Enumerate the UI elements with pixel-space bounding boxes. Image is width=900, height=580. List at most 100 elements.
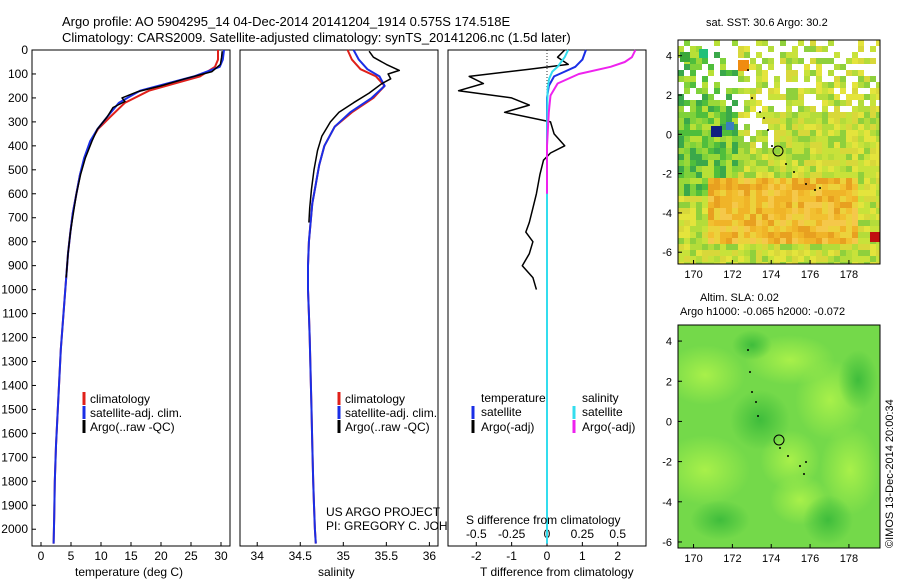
sst-cell: [714, 178, 720, 184]
sst-cell: [816, 148, 822, 154]
sst-cell: [708, 154, 714, 160]
sst-cell: [852, 232, 858, 238]
sst-cell: [684, 112, 690, 118]
sst-cell: [684, 220, 690, 226]
sst-cell: [702, 118, 708, 124]
sst-cell: [732, 178, 738, 184]
sst-cell: [690, 130, 696, 136]
sst-cell: [810, 232, 816, 238]
sst-cell: [720, 112, 726, 118]
sst-cell: [762, 262, 768, 264]
sst-cell: [768, 226, 774, 232]
sst-cell: [702, 124, 708, 130]
sst-cell: [738, 244, 744, 250]
sst-cell: [762, 250, 768, 256]
sst-cell: [714, 202, 720, 208]
sst-cell: [768, 172, 774, 178]
sst-cell: [732, 160, 738, 166]
sst-cell: [702, 148, 708, 154]
sst-cell: [762, 196, 768, 202]
sst-cell: [690, 220, 696, 226]
sst-cell: [852, 256, 858, 262]
sst-cell: [684, 136, 690, 142]
sst-cell: [846, 70, 852, 76]
sst-cell: [810, 196, 816, 202]
sst-cell: [708, 220, 714, 226]
sst-cell: [792, 232, 798, 238]
sst-cell: [846, 58, 852, 64]
sst-cell: [750, 172, 756, 178]
legend-s-satellite: satellite: [582, 405, 623, 419]
sst-cell: [822, 226, 828, 232]
sst-cell: [792, 178, 798, 184]
sst-cell: [690, 166, 696, 172]
sst-cell: [714, 220, 720, 226]
sst-cell: [792, 262, 798, 264]
sst-cell: [792, 166, 798, 172]
sst-cell: [852, 88, 858, 94]
sst-cell: [816, 190, 822, 196]
sst-cell: [714, 88, 720, 94]
sst-cell: [768, 46, 774, 52]
sst-cell: [870, 262, 876, 264]
depth-tick-label: 1000: [1, 283, 28, 297]
lon-tick-label: 174: [762, 553, 780, 565]
sst-cell: [846, 94, 852, 100]
watermark: ©IMOS 13-Dec-2014 20:00:34: [884, 399, 896, 548]
sst-cell: [768, 196, 774, 202]
sst-cell: [792, 244, 798, 250]
sst-cell: [726, 226, 732, 232]
sst-cell: [816, 208, 822, 214]
sst-cell: [738, 190, 744, 196]
sst-cell: [858, 178, 864, 184]
sst-cell: [804, 46, 810, 52]
x-tick-label: 30: [214, 549, 228, 563]
sst-cell: [708, 250, 714, 256]
sst-cell: [714, 214, 720, 220]
sst-cell: [804, 232, 810, 238]
sst-cell: [876, 166, 880, 172]
sst-cell: [792, 124, 798, 130]
sst-cell: [744, 76, 750, 82]
sst-cell: [822, 172, 828, 178]
sst-cell: [756, 52, 762, 58]
sst-cell: [840, 130, 846, 136]
sst-cell: [720, 196, 726, 202]
sst-cell: [822, 214, 828, 220]
sst-cell: [852, 154, 858, 160]
sst-cell: [708, 226, 714, 232]
sst-cell: [702, 112, 708, 118]
sst-cell: [876, 256, 880, 262]
sst-cell: [684, 82, 690, 88]
salinity-panel: 34 34.5 35 35.5 36 salinity climatology sate…: [239, 49, 482, 579]
sst-cell: [768, 58, 774, 64]
sst-cell: [810, 166, 816, 172]
sst-cell: [720, 190, 726, 196]
sst-cell: [768, 124, 774, 130]
sst-cell: [780, 160, 786, 166]
sst-cell: [858, 142, 864, 148]
sst-cell: [870, 148, 876, 154]
sst-cell: [786, 226, 792, 232]
sst-cell: [828, 190, 834, 196]
sst-cell: [696, 190, 702, 196]
sst-cell: [768, 118, 774, 124]
sst-cell: [852, 208, 858, 214]
sst-cell: [780, 130, 786, 136]
depth-tick-label: 200: [8, 91, 28, 105]
sst-cell: [762, 58, 768, 64]
sst-cell: [702, 130, 708, 136]
sst-cell: [690, 100, 696, 106]
sst-cell: [690, 70, 696, 76]
sst-cell: [786, 154, 792, 160]
sst-cell: [738, 238, 744, 244]
sst-cell: [744, 220, 750, 226]
sst-cell: [864, 130, 870, 136]
temperature-lines: [52, 49, 225, 544]
sst-cell: [810, 202, 816, 208]
sst-cell: [702, 238, 708, 244]
sst-cell: [744, 166, 750, 172]
sst-cell: [678, 184, 684, 190]
temperature-plot-frame: [31, 49, 231, 547]
